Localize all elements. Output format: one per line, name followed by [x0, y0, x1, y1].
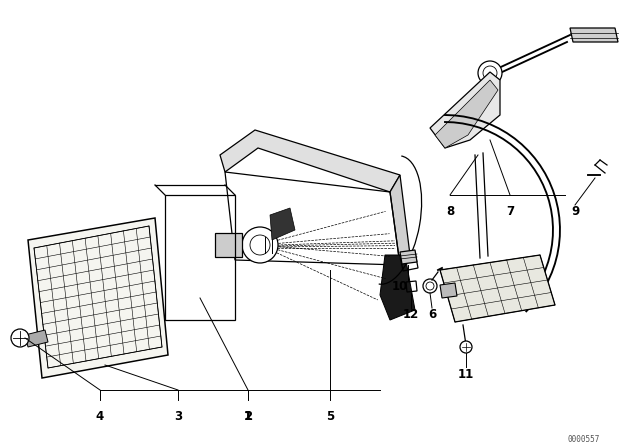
- Polygon shape: [435, 80, 498, 148]
- Polygon shape: [380, 255, 415, 320]
- Polygon shape: [25, 330, 48, 347]
- Text: 1: 1: [244, 410, 252, 423]
- Text: 10: 10: [392, 280, 408, 293]
- Polygon shape: [215, 233, 242, 257]
- Text: 0000557: 0000557: [568, 435, 600, 444]
- Polygon shape: [220, 130, 400, 192]
- Text: 8: 8: [446, 205, 454, 218]
- Text: 7: 7: [506, 205, 514, 218]
- Text: 11: 11: [458, 368, 474, 381]
- Text: 2: 2: [244, 410, 252, 423]
- Polygon shape: [440, 283, 457, 298]
- Polygon shape: [400, 250, 417, 264]
- Polygon shape: [570, 28, 618, 42]
- Text: 1: 1: [244, 410, 252, 423]
- Text: 5: 5: [326, 410, 334, 423]
- Polygon shape: [28, 218, 168, 378]
- Polygon shape: [270, 208, 295, 240]
- Circle shape: [423, 279, 437, 293]
- Text: 3: 3: [174, 410, 182, 423]
- Circle shape: [460, 341, 472, 353]
- Text: 6: 6: [428, 308, 436, 321]
- Polygon shape: [440, 255, 555, 322]
- Circle shape: [242, 227, 278, 263]
- Circle shape: [11, 329, 29, 347]
- Text: 4: 4: [96, 410, 104, 423]
- Circle shape: [478, 61, 502, 85]
- Polygon shape: [390, 175, 410, 265]
- Text: 9: 9: [571, 205, 579, 218]
- Text: 12: 12: [403, 308, 419, 321]
- Polygon shape: [430, 72, 500, 148]
